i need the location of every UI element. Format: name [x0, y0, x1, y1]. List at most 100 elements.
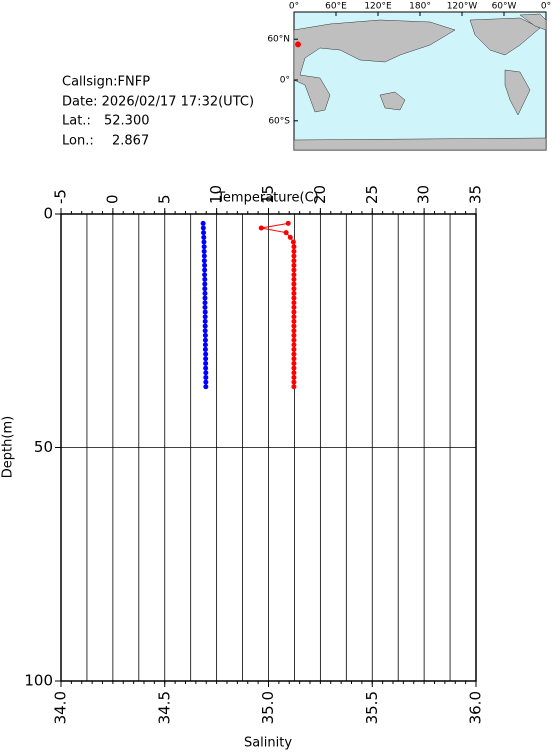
- profile-point: [291, 379, 297, 385]
- map-x-tick-label: 0°: [289, 2, 299, 12]
- x-tick-label: 20: [311, 185, 329, 204]
- profile-point: [291, 337, 297, 343]
- profile-point: [291, 356, 297, 362]
- x2-tick-label: 34.5: [155, 691, 173, 724]
- map-x-tick-label: 180°: [409, 2, 431, 12]
- x2-tick-label: 35.0: [259, 691, 277, 724]
- profile-point: [201, 239, 207, 245]
- profile-point: [291, 346, 297, 352]
- profile-point: [291, 323, 297, 329]
- profile-point: [291, 281, 297, 287]
- profile-point: [203, 365, 209, 371]
- y-axis-title: Depth(m): [1, 416, 16, 478]
- profile-point: [291, 328, 297, 334]
- profile-point: [291, 253, 297, 259]
- profile-point: [201, 248, 207, 254]
- profile-point: [203, 370, 209, 376]
- profile-point: [203, 374, 209, 380]
- profile-point: [201, 253, 207, 259]
- map-x-tick-label: 120°W: [447, 2, 478, 12]
- profile-point: [283, 230, 289, 236]
- profile-point: [291, 304, 297, 310]
- profile-point: [202, 286, 208, 292]
- x-tick-label: 10: [207, 185, 225, 204]
- profile-point: [291, 286, 297, 292]
- profile-point: [202, 272, 208, 278]
- profile-point: [201, 230, 207, 236]
- profile-point: [291, 267, 297, 273]
- profile-point: [202, 309, 208, 315]
- profile-point: [202, 267, 208, 273]
- x2-axis-title: Salinity: [244, 736, 292, 751]
- map-x-tick-label: 60°E: [325, 2, 347, 12]
- profile-point: [202, 337, 208, 343]
- profile-point: [202, 262, 208, 268]
- profile-point: [291, 258, 297, 264]
- profile-point: [202, 323, 208, 329]
- date: Date: 2026/02/17 17:32(UTC): [62, 95, 254, 110]
- lat-value: 52.300: [104, 114, 150, 129]
- profile-point: [291, 309, 297, 315]
- profile-point: [291, 248, 297, 254]
- map-x-tick-label: 0°: [541, 2, 551, 12]
- profile-point: [203, 379, 209, 385]
- map-marker: [295, 41, 302, 48]
- profile-point: [290, 239, 296, 245]
- map-land: [293, 13, 547, 151]
- x-tick-label: 35: [467, 185, 485, 204]
- profile-point: [203, 384, 209, 390]
- profile-point: [291, 351, 297, 357]
- map-y-tick-label: 60°N: [267, 35, 290, 45]
- profile-point: [287, 234, 293, 240]
- lon-label: Lon.:: [62, 134, 94, 149]
- profile-point: [203, 351, 209, 357]
- lat-label: Lat.:: [62, 114, 91, 129]
- profile-point: [291, 300, 297, 306]
- map: [293, 11, 547, 151]
- x-tick-label: 30: [415, 185, 433, 204]
- profile-point: [291, 262, 297, 268]
- profile-point: [291, 384, 297, 390]
- x2-tick-label: 34.0: [52, 691, 70, 724]
- x-tick-label: 5: [155, 194, 173, 204]
- profile-point: [202, 276, 208, 282]
- profile-point: [291, 314, 297, 320]
- profile-point: [258, 225, 264, 231]
- profile-point: [202, 314, 208, 320]
- x2-tick-label: 35.5: [363, 691, 381, 724]
- profile-point: [202, 328, 208, 334]
- profile-line: [261, 222, 295, 387]
- x-tick-label: 0: [103, 194, 121, 204]
- profile-point: [291, 318, 297, 324]
- profile-point: [200, 225, 206, 231]
- profile-point: [285, 220, 291, 226]
- x-tick-label: 25: [363, 185, 381, 204]
- profile-point: [291, 370, 297, 376]
- map-x-tick-label: 60°W: [492, 2, 517, 12]
- profile-point: [291, 295, 297, 301]
- y-tick-label: 100: [24, 672, 53, 690]
- profile-point: [291, 374, 297, 380]
- profile-point: [201, 244, 207, 250]
- callsign: Callsign:FNFP: [62, 75, 150, 90]
- profile-point: [203, 356, 209, 362]
- profile-point: [202, 300, 208, 306]
- map-y-tick-label: 60°S: [268, 116, 290, 126]
- profile-point: [291, 290, 297, 296]
- profile-point: [291, 365, 297, 371]
- y-tick-label: 50: [34, 438, 53, 456]
- profile-point: [202, 346, 208, 352]
- profile-point: [202, 318, 208, 324]
- profile-point: [291, 342, 297, 348]
- profile-point: [202, 342, 208, 348]
- profile-point: [291, 276, 297, 282]
- map-y-tick-label: 0°: [280, 76, 290, 86]
- map-x-tick-label: 120°E: [364, 2, 392, 12]
- y-tick-label: 0: [43, 205, 53, 223]
- profile-point: [291, 360, 297, 366]
- x2-tick-label: 36.0: [467, 691, 485, 724]
- x-axis-title: Temperature(C): [216, 191, 319, 206]
- profile-point: [201, 258, 207, 264]
- profile-point: [202, 295, 208, 301]
- profile-point: [291, 244, 297, 250]
